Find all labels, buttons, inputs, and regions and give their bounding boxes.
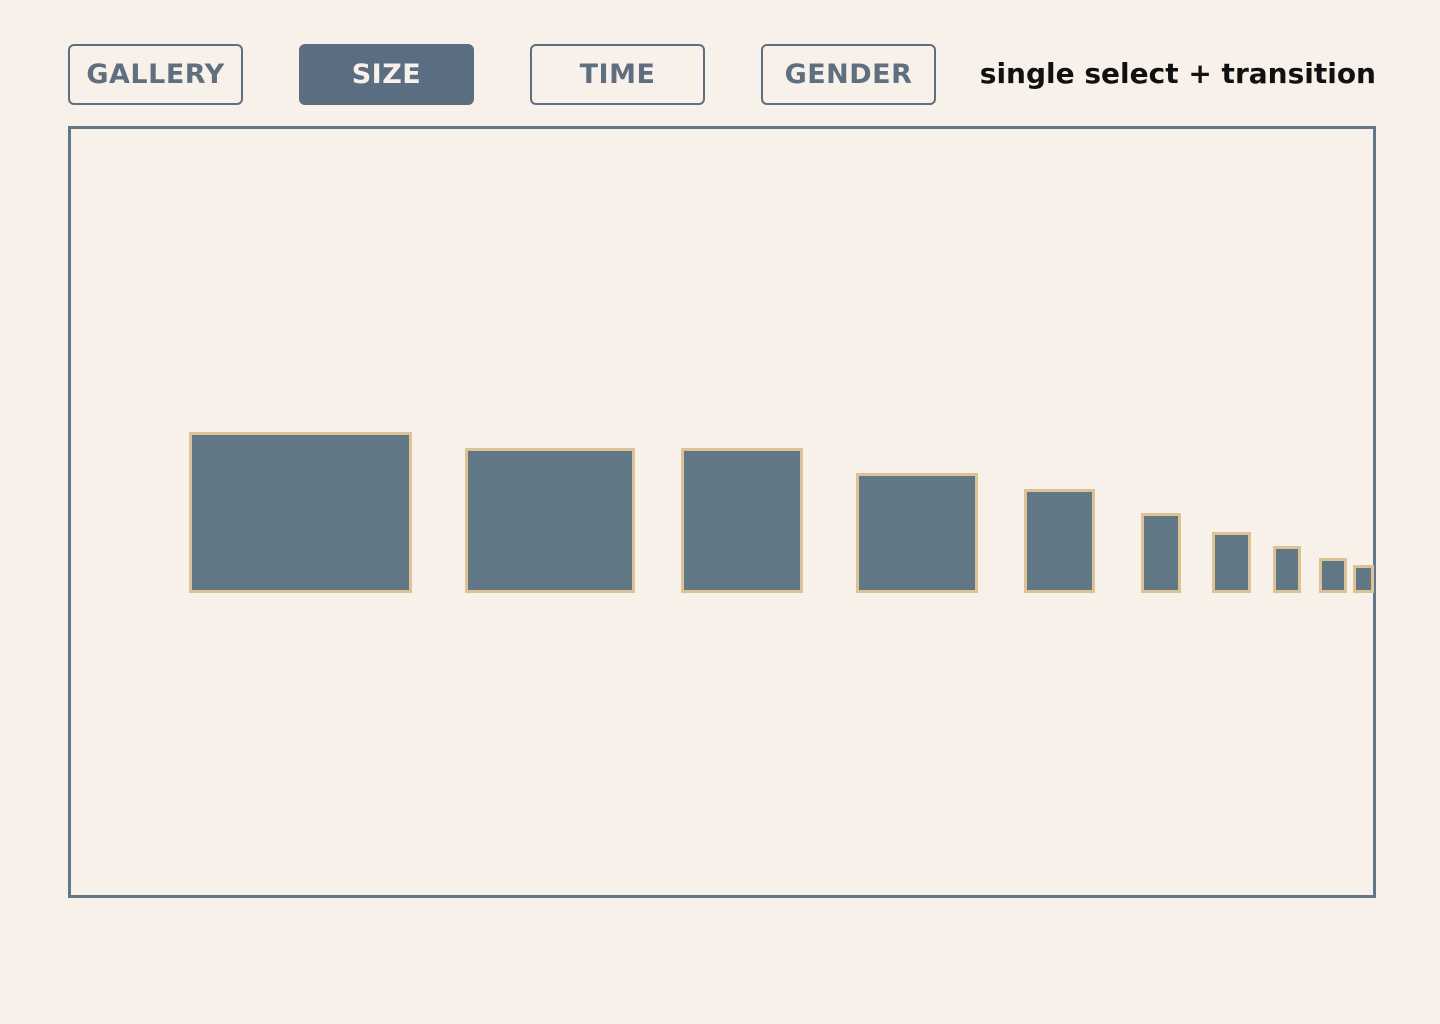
gender-button[interactable]: GENDER <box>761 44 936 105</box>
time-button[interactable]: TIME <box>530 44 705 105</box>
artwork-tile[interactable] <box>681 448 803 593</box>
artwork-tile[interactable] <box>856 473 978 593</box>
artwork-tile[interactable] <box>1024 489 1095 593</box>
toolbar: GALLERY SIZE TIME GENDER single select +… <box>0 0 1440 120</box>
artwork-tile[interactable] <box>1212 532 1251 593</box>
artwork-tile[interactable] <box>1319 558 1347 593</box>
artwork-tile[interactable] <box>1273 546 1301 593</box>
gallery-button[interactable]: GALLERY <box>68 44 243 105</box>
artwork-tile[interactable] <box>465 448 635 593</box>
artwork-tile[interactable] <box>189 432 412 593</box>
size-button[interactable]: SIZE <box>299 44 474 105</box>
visualization-canvas <box>68 126 1376 898</box>
artwork-tile[interactable] <box>1141 513 1181 593</box>
artwork-tile[interactable] <box>1353 565 1374 593</box>
mode-label: single select + transition <box>979 57 1376 90</box>
